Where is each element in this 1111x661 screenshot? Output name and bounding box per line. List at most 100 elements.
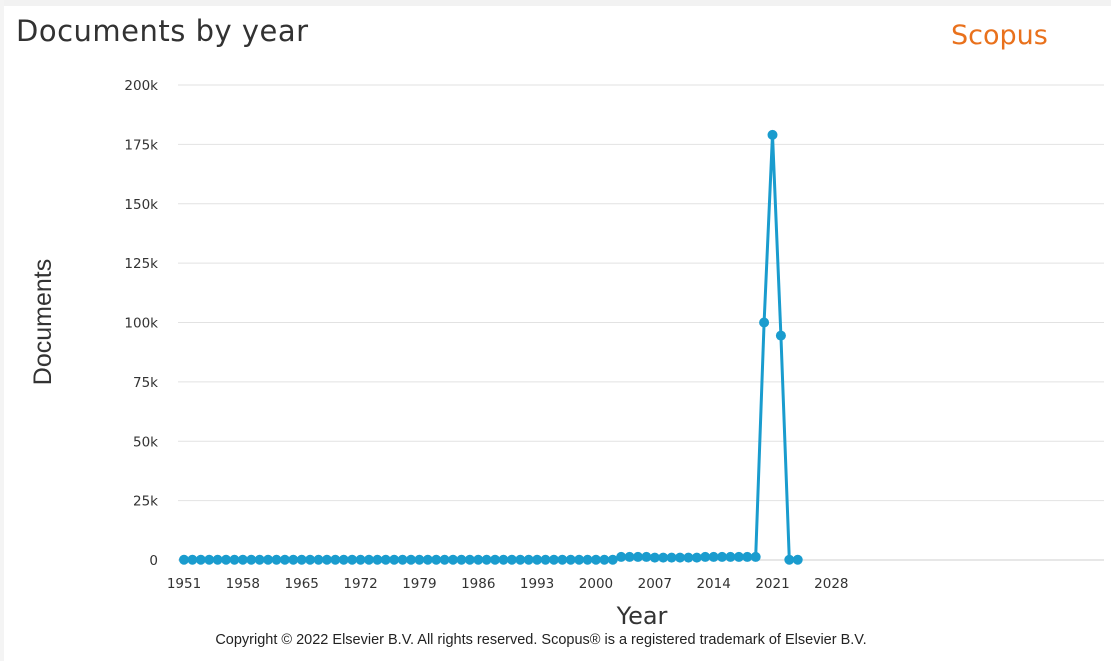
data-point[interactable] [263, 554, 274, 565]
data-point[interactable] [599, 554, 610, 565]
data-point[interactable] [321, 554, 332, 565]
data-point[interactable] [212, 554, 223, 565]
data-point[interactable] [448, 554, 459, 565]
x-tick-labels: 1951 1958 1965 1972 1979 1986 1993 2000 2007 2014… [167, 576, 849, 592]
data-point[interactable] [658, 552, 669, 563]
data-point[interactable] [195, 554, 206, 565]
copyright-notice: Copyright © 2022 Elsevier B.V. All right… [215, 632, 867, 648]
data-point[interactable] [397, 554, 408, 565]
data-point[interactable] [574, 554, 585, 565]
data-point[interactable] [422, 554, 433, 565]
data-point[interactable] [632, 551, 643, 562]
y-tick-label: 75k [133, 375, 158, 391]
data-point[interactable] [439, 554, 450, 565]
data-point[interactable] [296, 554, 307, 565]
data-point[interactable] [540, 554, 551, 565]
data-point[interactable] [750, 551, 761, 562]
y-tick-label: 0 [149, 553, 158, 569]
data-point[interactable] [204, 554, 215, 565]
data-point[interactable] [355, 554, 366, 565]
data-point[interactable] [338, 554, 349, 565]
data-point[interactable] [565, 554, 576, 565]
data-point[interactable] [254, 554, 265, 565]
data-point[interactable] [557, 554, 568, 565]
data-point[interactable] [675, 552, 686, 563]
data-point[interactable] [624, 551, 635, 562]
data-point[interactable] [237, 554, 248, 565]
y-tick-label: 175k [124, 137, 158, 153]
data-point[interactable] [708, 551, 719, 562]
data-point[interactable] [742, 551, 753, 562]
data-point[interactable] [784, 554, 795, 565]
x-tick-label: 2007 [638, 576, 672, 592]
x-axis-label: Year [616, 602, 668, 630]
data-point[interactable] [405, 554, 416, 565]
data-point[interactable] [506, 554, 517, 565]
data-point[interactable] [481, 554, 492, 565]
x-tick-label: 1951 [167, 576, 201, 592]
chart-title: Documents by year [16, 14, 309, 48]
data-point[interactable] [279, 554, 290, 565]
data-point[interactable] [691, 552, 702, 563]
y-tick-label: 25k [133, 494, 158, 510]
data-point[interactable] [725, 551, 736, 562]
x-tick-label: 1972 [343, 576, 377, 592]
data-point[interactable] [456, 554, 467, 565]
y-tick-label: 150k [124, 197, 158, 213]
x-tick-label: 1993 [520, 576, 554, 592]
data-point[interactable] [666, 552, 677, 563]
data-point[interactable] [700, 551, 711, 562]
data-point[interactable] [548, 554, 559, 565]
data-point[interactable] [313, 554, 324, 565]
y-tick-label: 100k [124, 316, 158, 332]
x-tick-label: 1965 [285, 576, 319, 592]
data-point[interactable] [389, 554, 400, 565]
data-point[interactable] [187, 554, 198, 565]
y-tick-label: 200k [124, 78, 158, 94]
data-point[interactable] [464, 554, 475, 565]
data-point[interactable] [733, 551, 744, 562]
data-point[interactable] [305, 554, 316, 565]
data-point[interactable] [590, 554, 601, 565]
data-point[interactable] [515, 554, 526, 565]
data-point[interactable] [372, 554, 383, 565]
data-point[interactable] [179, 554, 189, 565]
data-point[interactable] [616, 551, 627, 562]
data-point[interactable] [271, 554, 282, 565]
data-point[interactable] [221, 554, 232, 565]
data-point[interactable] [582, 554, 593, 565]
data-point[interactable] [717, 551, 728, 562]
data-point[interactable] [347, 554, 358, 565]
data-point[interactable] [792, 554, 803, 565]
y-tick-label: 125k [124, 256, 158, 272]
data-point[interactable] [607, 554, 618, 565]
data-point[interactable] [490, 554, 501, 565]
data-point[interactable] [532, 554, 543, 565]
data-point[interactable] [775, 330, 786, 341]
data-point[interactable] [414, 554, 425, 565]
x-tick-label: 1958 [226, 576, 260, 592]
y-tick-label: 50k [133, 434, 158, 450]
x-tick-label: 1979 [402, 576, 436, 592]
x-tick-label: 2000 [579, 576, 613, 592]
grid-lines [178, 84, 1104, 561]
data-point[interactable] [641, 551, 652, 562]
data-point[interactable] [330, 554, 341, 565]
data-point[interactable] [431, 554, 442, 565]
data-point[interactable] [498, 554, 509, 565]
data-point[interactable] [473, 554, 484, 565]
x-tick-label: 1986 [461, 576, 495, 592]
data-point[interactable] [523, 554, 534, 565]
data-point[interactable] [683, 552, 694, 563]
x-tick-label: 2028 [814, 576, 848, 592]
data-point[interactable] [380, 554, 391, 565]
data-point[interactable] [229, 554, 240, 565]
data-point[interactable] [363, 554, 374, 565]
data-point[interactable] [767, 129, 778, 140]
data-point[interactable] [246, 554, 257, 565]
data-point[interactable] [288, 554, 299, 565]
data-point[interactable] [649, 552, 660, 563]
scopus-logo[interactable]: Scopus [951, 20, 1048, 51]
x-tick-label: 2014 [696, 576, 730, 592]
data-point[interactable] [759, 317, 770, 328]
